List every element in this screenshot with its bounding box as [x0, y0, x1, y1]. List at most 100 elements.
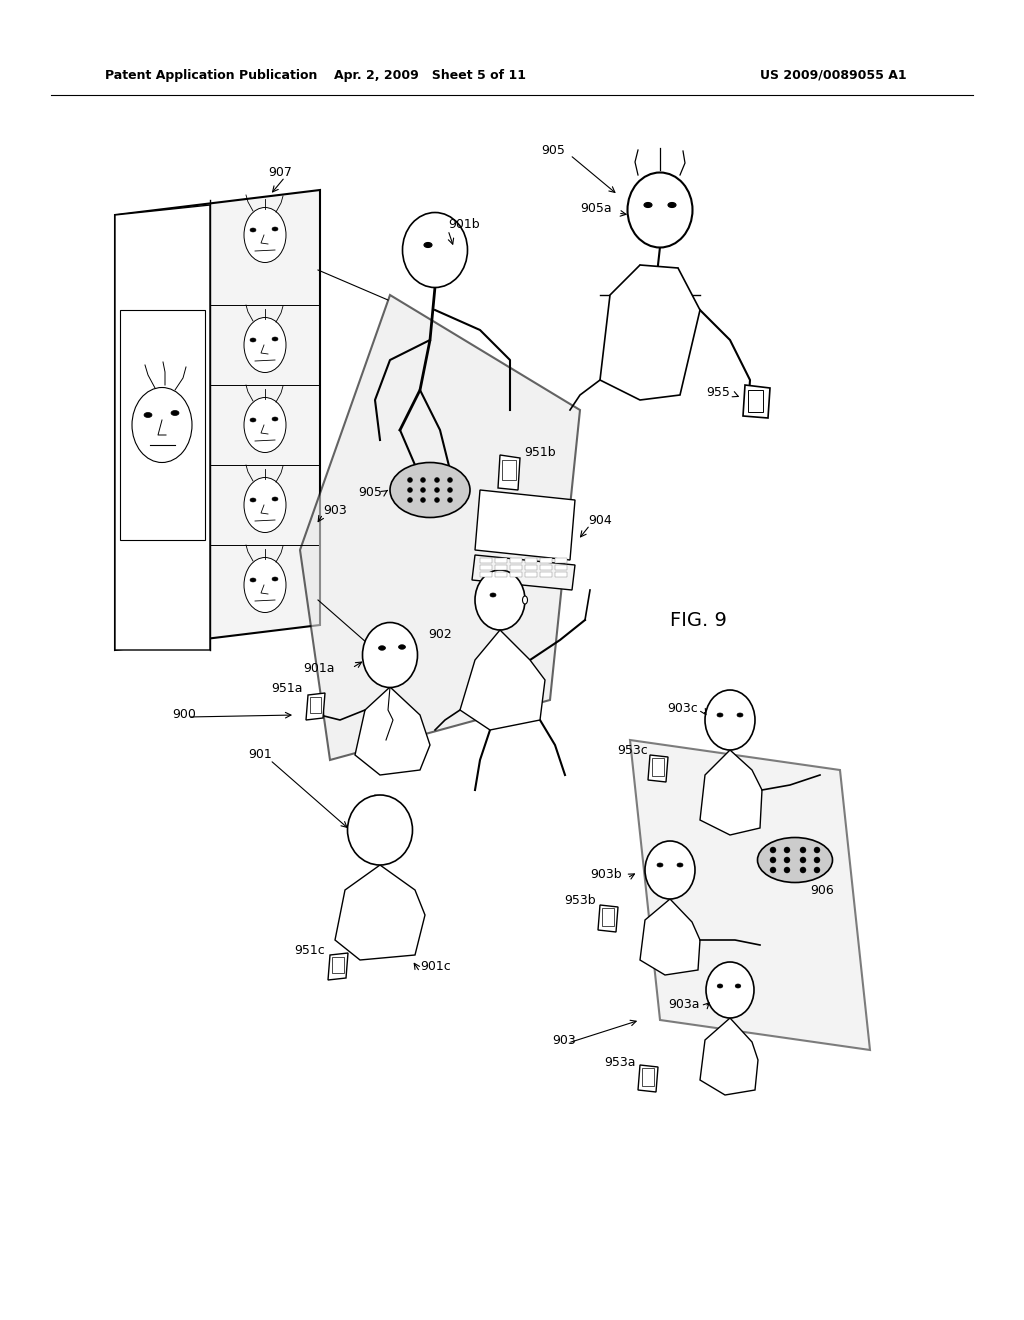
- Ellipse shape: [244, 318, 286, 372]
- Bar: [525, 565, 537, 570]
- Ellipse shape: [390, 462, 470, 517]
- Circle shape: [421, 487, 426, 492]
- Bar: [510, 565, 522, 570]
- Text: 901a: 901a: [303, 661, 335, 675]
- Bar: [480, 558, 492, 564]
- Ellipse shape: [250, 498, 256, 502]
- Polygon shape: [306, 693, 325, 719]
- Ellipse shape: [244, 207, 286, 263]
- Ellipse shape: [717, 713, 723, 717]
- Bar: [495, 558, 507, 564]
- Text: 953b: 953b: [564, 894, 596, 907]
- Text: 901c: 901c: [420, 961, 451, 974]
- Ellipse shape: [424, 243, 432, 248]
- Circle shape: [434, 487, 439, 492]
- Text: 903b: 903b: [591, 869, 622, 882]
- Bar: [642, 1068, 654, 1086]
- Ellipse shape: [244, 478, 286, 532]
- Ellipse shape: [706, 962, 754, 1018]
- Polygon shape: [472, 554, 575, 590]
- Polygon shape: [115, 190, 319, 649]
- Ellipse shape: [735, 983, 740, 987]
- Text: 906: 906: [810, 883, 834, 896]
- Bar: [502, 459, 516, 480]
- Polygon shape: [120, 310, 205, 540]
- Bar: [540, 572, 552, 577]
- Text: Patent Application Publication: Patent Application Publication: [105, 69, 317, 82]
- Text: US 2009/0089055 A1: US 2009/0089055 A1: [760, 69, 906, 82]
- Ellipse shape: [475, 570, 525, 630]
- Text: 903c: 903c: [668, 701, 698, 714]
- Circle shape: [800, 857, 806, 863]
- Ellipse shape: [379, 645, 385, 651]
- Bar: [332, 957, 344, 973]
- Ellipse shape: [402, 213, 468, 288]
- Circle shape: [447, 498, 453, 503]
- Ellipse shape: [244, 557, 286, 612]
- Polygon shape: [600, 265, 700, 400]
- Ellipse shape: [144, 412, 152, 417]
- Ellipse shape: [272, 417, 278, 421]
- Polygon shape: [115, 205, 210, 649]
- Ellipse shape: [362, 623, 418, 688]
- Text: 905a: 905a: [581, 202, 612, 214]
- Polygon shape: [743, 385, 770, 418]
- Bar: [555, 558, 567, 564]
- Ellipse shape: [645, 841, 695, 899]
- Circle shape: [784, 847, 790, 853]
- Ellipse shape: [171, 411, 179, 416]
- Circle shape: [434, 478, 439, 483]
- Circle shape: [800, 847, 806, 853]
- Circle shape: [408, 478, 413, 483]
- Bar: [510, 572, 522, 577]
- Ellipse shape: [758, 837, 833, 883]
- Ellipse shape: [644, 202, 652, 207]
- Ellipse shape: [272, 577, 278, 581]
- Circle shape: [770, 857, 776, 863]
- Text: 903: 903: [552, 1034, 575, 1047]
- Ellipse shape: [717, 983, 723, 987]
- Text: 953c: 953c: [617, 743, 648, 756]
- Circle shape: [408, 498, 413, 503]
- Ellipse shape: [705, 690, 755, 750]
- Circle shape: [800, 867, 806, 873]
- Bar: [525, 572, 537, 577]
- Ellipse shape: [250, 338, 256, 342]
- Circle shape: [408, 487, 413, 492]
- Circle shape: [770, 847, 776, 853]
- Text: 953a: 953a: [604, 1056, 636, 1068]
- Ellipse shape: [250, 228, 256, 232]
- Text: 955: 955: [707, 385, 730, 399]
- Circle shape: [434, 498, 439, 503]
- Ellipse shape: [347, 795, 413, 865]
- Polygon shape: [498, 455, 520, 490]
- Bar: [652, 758, 664, 776]
- Polygon shape: [630, 741, 870, 1049]
- Ellipse shape: [250, 418, 256, 422]
- Polygon shape: [328, 953, 348, 979]
- Text: 951b: 951b: [524, 446, 556, 458]
- Circle shape: [814, 857, 820, 863]
- Bar: [540, 558, 552, 564]
- Ellipse shape: [677, 863, 683, 867]
- Text: 901b: 901b: [449, 219, 479, 231]
- Bar: [480, 565, 492, 570]
- Ellipse shape: [272, 498, 278, 502]
- Bar: [510, 558, 522, 564]
- Ellipse shape: [132, 388, 193, 462]
- Bar: [555, 565, 567, 570]
- Polygon shape: [700, 750, 762, 836]
- Text: 901: 901: [248, 748, 271, 762]
- Ellipse shape: [657, 863, 663, 867]
- Bar: [310, 697, 321, 713]
- Polygon shape: [640, 899, 700, 975]
- Bar: [602, 908, 614, 927]
- Polygon shape: [700, 1018, 758, 1096]
- Text: Apr. 2, 2009   Sheet 5 of 11: Apr. 2, 2009 Sheet 5 of 11: [334, 69, 526, 82]
- Text: 902: 902: [428, 628, 452, 642]
- Ellipse shape: [272, 227, 278, 231]
- Circle shape: [784, 867, 790, 873]
- Circle shape: [784, 857, 790, 863]
- Polygon shape: [598, 906, 618, 932]
- Text: 903: 903: [323, 503, 347, 516]
